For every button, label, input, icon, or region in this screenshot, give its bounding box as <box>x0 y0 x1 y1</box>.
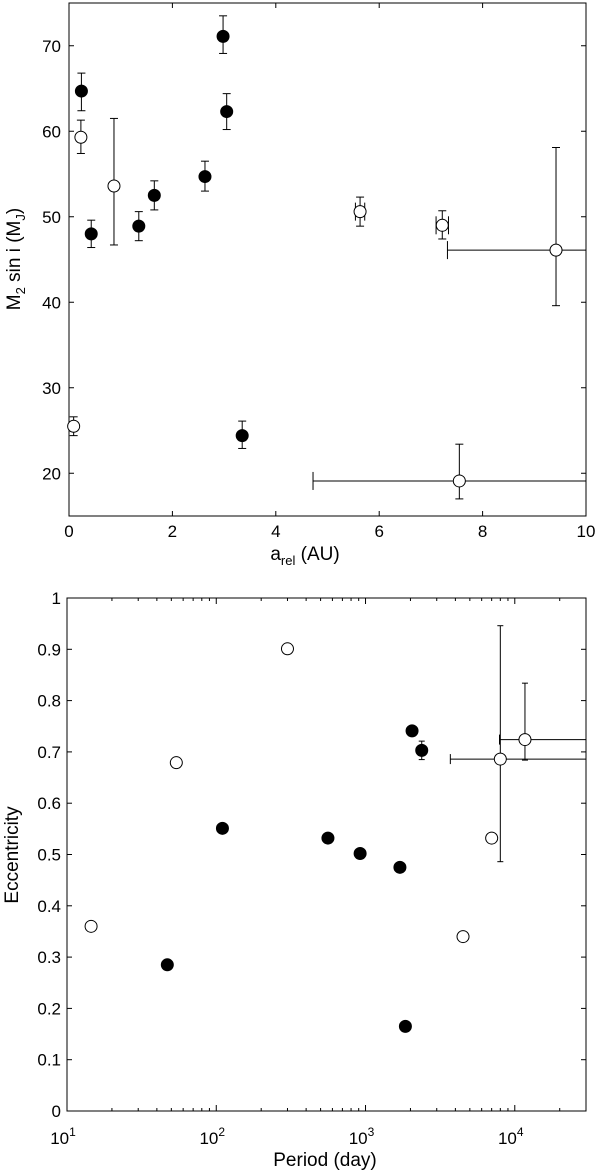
error-bars-top <box>69 15 587 500</box>
data-point-open <box>518 733 532 747</box>
y-tick-label-top: 50 <box>42 208 61 227</box>
data-point-filled <box>84 227 98 241</box>
data-point-open <box>107 179 121 193</box>
data-point-open <box>493 752 507 766</box>
data-point-filled <box>235 429 249 443</box>
x-axis-label-bottom: Period (day) <box>273 1150 377 1171</box>
data-point-filled <box>160 958 174 972</box>
x-tick-label-bottom: 102 <box>199 1125 225 1148</box>
x-axis-label-top: arel (AU) <box>270 544 339 568</box>
y-tick-label-bottom: 0 <box>52 1102 61 1121</box>
x-tick-label-top: 8 <box>478 522 487 541</box>
data-point-filled <box>220 105 234 119</box>
axis-ticks-top <box>68 3 587 516</box>
chart-bottom: 101 102 103 104 0 0.1 0.2 0.3 0.4 0.5 0.6 0.7 0.8 0.9… <box>2 589 587 1171</box>
y-axis-label-bottom: Eccentricity <box>2 806 23 904</box>
y-tick-label-bottom: 1 <box>52 589 61 608</box>
data-point-filled <box>132 219 146 233</box>
data-point-open <box>353 205 367 219</box>
y-tick-label-bottom: 0.3 <box>37 948 61 967</box>
data-point-filled <box>353 846 367 860</box>
error-bars-bottom <box>418 625 586 863</box>
data-point-filled <box>398 1019 412 1033</box>
data-point-filled <box>215 821 229 835</box>
y-tick-label-bottom: 0.6 <box>37 794 61 813</box>
data-point-filled <box>198 170 212 184</box>
x-tick-label-top: 10 <box>577 522 596 541</box>
axis-ticks-bottom <box>66 597 587 1112</box>
y-tick-label-top: 70 <box>42 37 61 56</box>
y-tick-label-top: 60 <box>42 122 61 141</box>
data-points-bottom <box>84 642 532 1033</box>
x-tick-label-bottom: 101 <box>50 1125 76 1148</box>
y-tick-label-bottom: 0.1 <box>37 1051 61 1070</box>
data-point-filled <box>415 743 429 757</box>
x-tick-label-top: 4 <box>271 522 280 541</box>
y-tick-label-bottom: 0.5 <box>37 846 61 865</box>
data-point-filled <box>405 724 419 738</box>
y-tick-label-bottom: 0.8 <box>37 692 61 711</box>
y-tick-label-bottom: 0.7 <box>37 743 61 762</box>
y-tick-label-bottom: 0.2 <box>37 999 61 1018</box>
data-point-filled <box>147 188 161 202</box>
tick-labels-top: 0 2 4 6 8 10 20 30 40 50 60 70 <box>42 37 595 541</box>
x-tick-label-bottom: 103 <box>349 1125 375 1148</box>
data-point-open <box>452 474 466 488</box>
chart-top: 0 2 4 6 8 10 20 30 40 50 60 70 arel (AU) M2 sin i (… <box>4 2 595 568</box>
data-point-filled <box>393 860 407 874</box>
data-point-filled <box>321 831 335 845</box>
x-tick-label-bottom: 104 <box>498 1125 524 1148</box>
x-tick-label-top: 6 <box>374 522 383 541</box>
data-point-open <box>549 243 563 257</box>
data-point-open <box>280 642 294 656</box>
data-point-filled <box>74 84 88 98</box>
y-tick-label-bottom: 0.9 <box>37 640 61 659</box>
data-point-open <box>67 419 81 433</box>
y-tick-label-bottom: 0.4 <box>37 897 61 916</box>
data-point-open <box>84 919 98 933</box>
data-point-open <box>169 756 183 770</box>
data-point-open <box>456 930 470 944</box>
y-axis-label-top: M2 sin i (MJ) <box>4 208 28 310</box>
data-point-filled <box>216 29 230 43</box>
x-tick-label-top: 2 <box>168 522 177 541</box>
tick-labels-bottom: 101 102 103 104 0 0.1 0.2 0.3 0.4 0.5 0.6 0.7 0.8 0.9… <box>37 589 524 1148</box>
plot-frame-top <box>68 2 587 517</box>
data-point-open <box>74 130 88 144</box>
plot-frame-bottom <box>66 597 587 1112</box>
data-point-open <box>485 831 499 845</box>
data-points-top <box>67 29 563 488</box>
data-point-open <box>435 218 449 232</box>
y-tick-label-top: 40 <box>42 293 61 312</box>
y-tick-label-top: 30 <box>42 379 61 398</box>
x-tick-label-top: 0 <box>64 522 73 541</box>
y-tick-label-top: 20 <box>42 464 61 483</box>
